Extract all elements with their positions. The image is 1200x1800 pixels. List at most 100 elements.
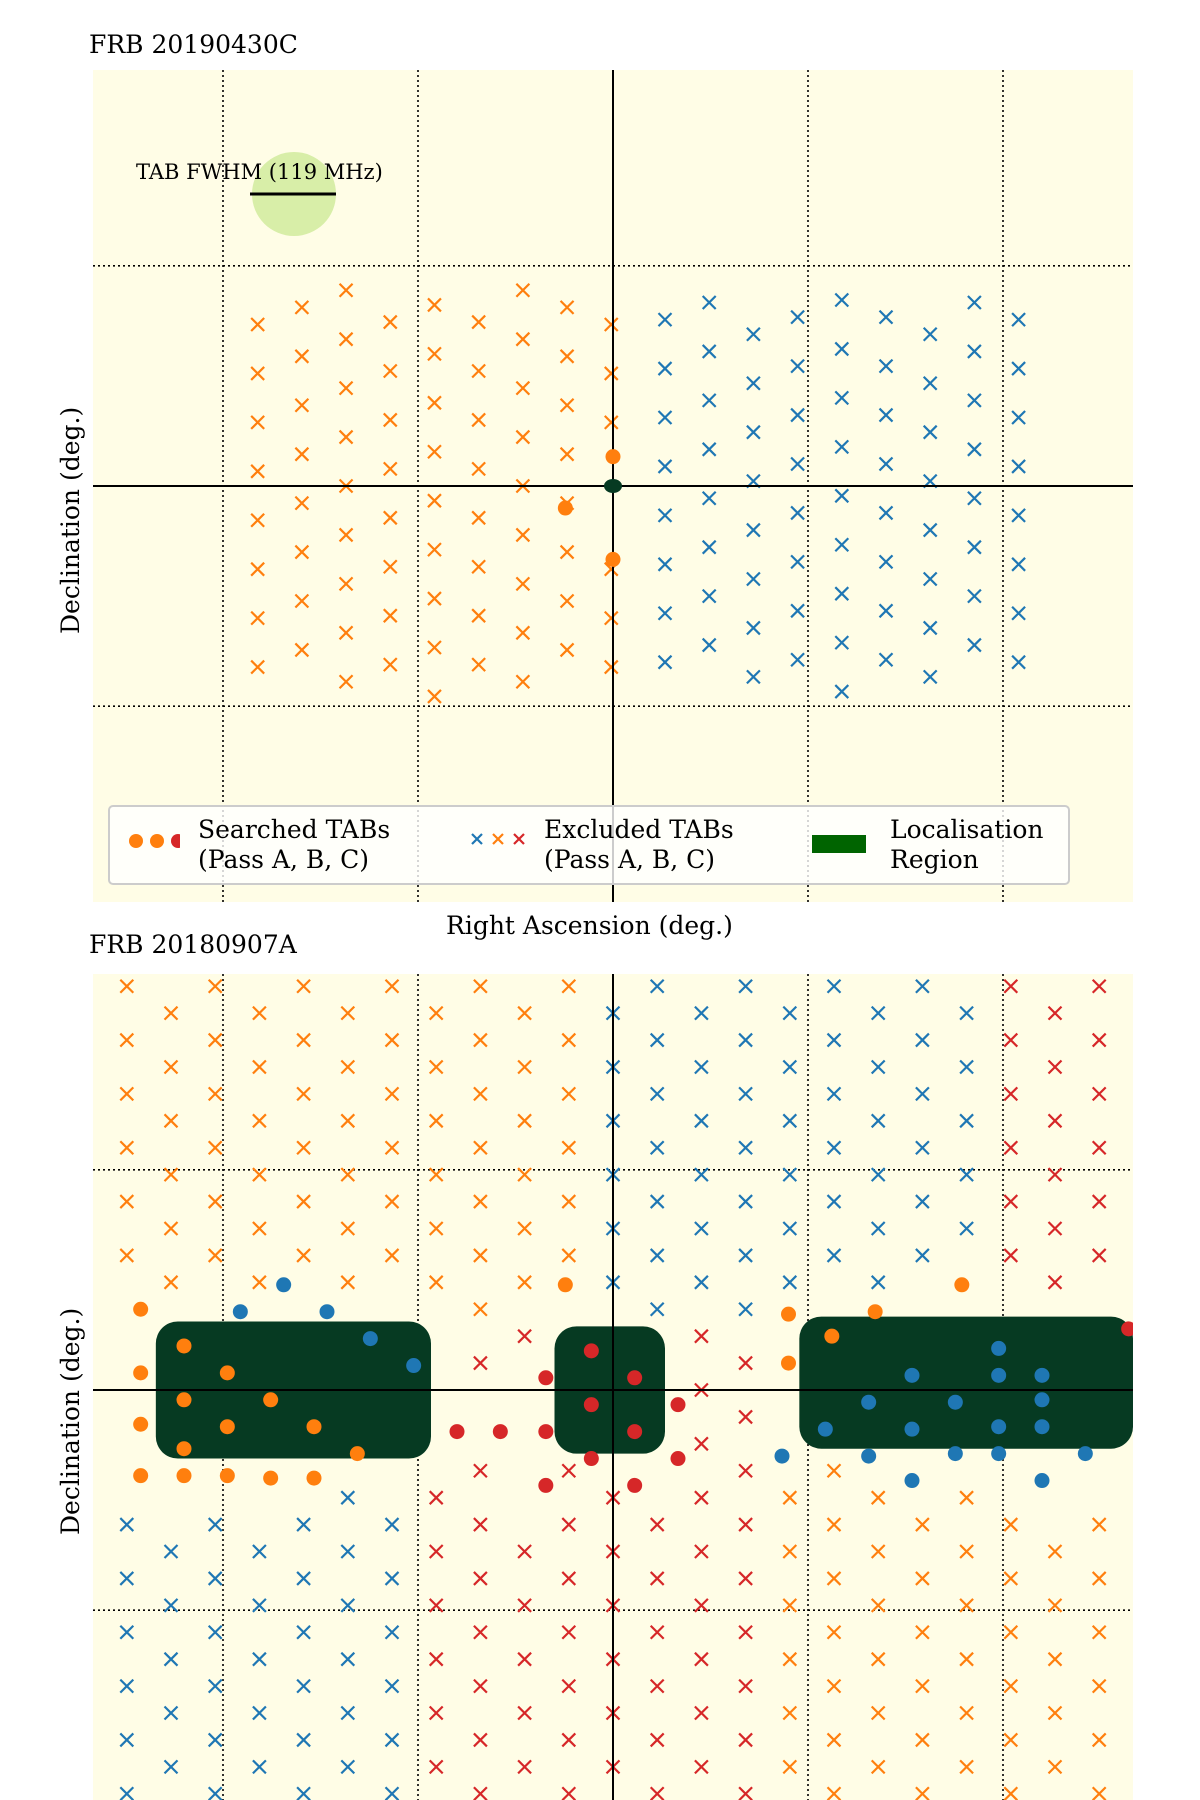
panel2-excluded-tab-265 — [870, 1221, 886, 1236]
panel2-searched-tab-37 — [774, 1448, 790, 1464]
panel2-searched-tab-53 — [627, 1477, 643, 1493]
panel1-excluded-tab-141 — [1011, 508, 1026, 523]
panel2-excluded-tab-17 — [119, 1786, 135, 1800]
panel1-excluded-tab-77 — [834, 537, 850, 553]
panel1-excluded-tab-92 — [878, 603, 894, 619]
panel1-excluded-tab-111 — [922, 522, 938, 538]
panel2-excluded-tab-259 — [870, 1705, 886, 1721]
panel1-excluded-tab-85 — [471, 559, 486, 575]
panel2-searched-tab-34 — [904, 1421, 920, 1437]
panel2-excluded-tab-44 — [207, 1732, 223, 1748]
panel2-excluded-tab-81 — [297, 926, 310, 939]
panel1-excluded-tab-135 — [603, 415, 619, 430]
panel2-searched-tab-49 — [627, 1424, 643, 1440]
panel1-excluded-tab-138 — [1011, 654, 1026, 670]
panel2-excluded-tab-101 — [384, 1517, 400, 1532]
panel1-excluded-tab-38 — [338, 380, 354, 396]
panel2-excluded-tab-303 — [1003, 1248, 1019, 1263]
panel1-excluded-tab-121 — [559, 397, 575, 413]
panel2-searched-tab-45 — [538, 1370, 554, 1386]
panel2-excluded-tab-251 — [826, 1194, 842, 1209]
panel1-excluded-tab-124 — [967, 637, 982, 653]
panel2-excluded-tab-18 — [119, 1732, 135, 1748]
panel2-excluded-tab-61 — [252, 1544, 267, 1559]
panel2-excluded-tab-24 — [119, 1194, 135, 1209]
panel1-excluded-tab-129 — [967, 393, 982, 408]
panel2-excluded-tab-345 — [1137, 1168, 1150, 1181]
panel2-searched-tab-28 — [991, 1367, 1007, 1383]
panel1-excluded-tab-37 — [338, 429, 354, 445]
panel1-excluded-tab-50 — [382, 608, 398, 623]
panel2-excluded-tab-247 — [826, 1571, 842, 1586]
panel2-searched-tab-11 — [219, 1468, 235, 1484]
panel2-searched-tab-26 — [232, 1304, 248, 1320]
panel2-excluded-tab-193 — [649, 978, 665, 994]
panel2-searched-tab-40 — [1034, 1367, 1050, 1383]
panel2-searched-tab-32 — [991, 1419, 1007, 1435]
panel2-excluded-tab-86 — [340, 1598, 356, 1613]
panel2-excluded-tab-252 — [826, 1140, 842, 1156]
panel2-searched-tab-44 — [1034, 1473, 1050, 1489]
panel2-excluded-tab-32 — [163, 1705, 179, 1721]
panel2-excluded-tab-180 — [607, 953, 620, 966]
panel2-excluded-tab-309 — [1004, 926, 1017, 939]
panel2-searched-tab-38 — [904, 1473, 920, 1489]
panel2-searched-tab-21 — [781, 1355, 796, 1371]
panel2-excluded-tab-147 — [517, 1221, 532, 1236]
panel2-excluded-tab-98 — [384, 1678, 400, 1694]
panel1-excluded-tab-7 — [250, 317, 265, 332]
panel1-excluded-tab-131 — [967, 295, 982, 310]
panel2-excluded-tab-33 — [163, 1651, 179, 1667]
panel2-excluded-tab-69 — [296, 1786, 311, 1800]
panel1-excluded-tab-78 — [834, 488, 850, 504]
panel2-excluded-tab-144 — [517, 1544, 532, 1559]
panel1-excluded-tab-108 — [922, 669, 938, 685]
panel1-excluded-tab-44 — [746, 522, 761, 538]
panel2-excluded-tab-232 — [782, 1651, 798, 1667]
panel1-excluded-tab-13 — [657, 410, 673, 425]
panel2-excluded-tab-211 — [695, 953, 708, 966]
panel2-excluded-tab-27 — [119, 1032, 135, 1048]
panel2-excluded-tab-34 — [163, 1598, 179, 1613]
panel2-excluded-tab-230 — [782, 1759, 798, 1775]
panel2-excluded-tab-105 — [384, 1086, 400, 1102]
panel2-excluded-tab-123 — [473, 1786, 488, 1800]
panel1-excluded-tab-74 — [834, 684, 850, 699]
panel1-excluded-tab-52 — [382, 510, 398, 526]
panel2-excluded-tab-212 — [738, 1786, 753, 1800]
panel1-excluded-tab-116 — [559, 642, 575, 658]
panel2-excluded-tab-264 — [870, 1275, 886, 1290]
panel2-excluded-tab-70 — [296, 1732, 311, 1748]
panel2-excluded-tab-136 — [473, 1032, 488, 1048]
panel2-excluded-tab-243 — [826, 1786, 842, 1800]
panel2-excluded-tab-272 — [915, 1732, 930, 1748]
panel2-excluded-tab-96 — [384, 1786, 400, 1800]
panel2-excluded-tab-306 — [1003, 1086, 1019, 1102]
panel-frb-20180907a — [93, 926, 1150, 1800]
panel1-excluded-tab-15 — [657, 312, 673, 327]
panel2-excluded-tab-225 — [738, 1086, 753, 1102]
panel2-searched-tab-3 — [263, 1392, 279, 1408]
panel2-excluded-tab-137 — [473, 978, 488, 994]
panel1-excluded-tab-31 — [701, 295, 717, 310]
panel2-excluded-tab-90 — [340, 1221, 356, 1236]
panel1-excluded-tab-105 — [515, 380, 531, 396]
panel2-excluded-tab-191 — [649, 1086, 665, 1102]
panel2-excluded-tab-157 — [561, 1571, 577, 1586]
panel1-excluded-tab-106 — [515, 331, 531, 347]
panel2-excluded-tab-134 — [473, 1140, 488, 1156]
panel2-excluded-tab-135 — [473, 1086, 488, 1102]
panel1-excluded-tab-125 — [967, 588, 982, 604]
panel1-excluded-tab-12 — [657, 459, 673, 474]
panel2-excluded-tab-146 — [517, 1275, 532, 1290]
panel2-excluded-tab-154 — [561, 1732, 577, 1748]
panel2-excluded-tab-234 — [782, 1544, 798, 1559]
panel1-excluded-tab-87 — [471, 461, 486, 477]
panel2-excluded-tab-348 — [1137, 1007, 1150, 1020]
panel1-excluded-tab-10 — [657, 557, 673, 572]
panel2-searched-tab-0 — [133, 1365, 149, 1381]
panel2-excluded-tab-83 — [340, 1759, 356, 1775]
panel2-excluded-tab-271 — [915, 1786, 930, 1800]
panel2-excluded-tab-106 — [384, 1032, 400, 1048]
panel2-excluded-tab-202 — [694, 1436, 709, 1452]
